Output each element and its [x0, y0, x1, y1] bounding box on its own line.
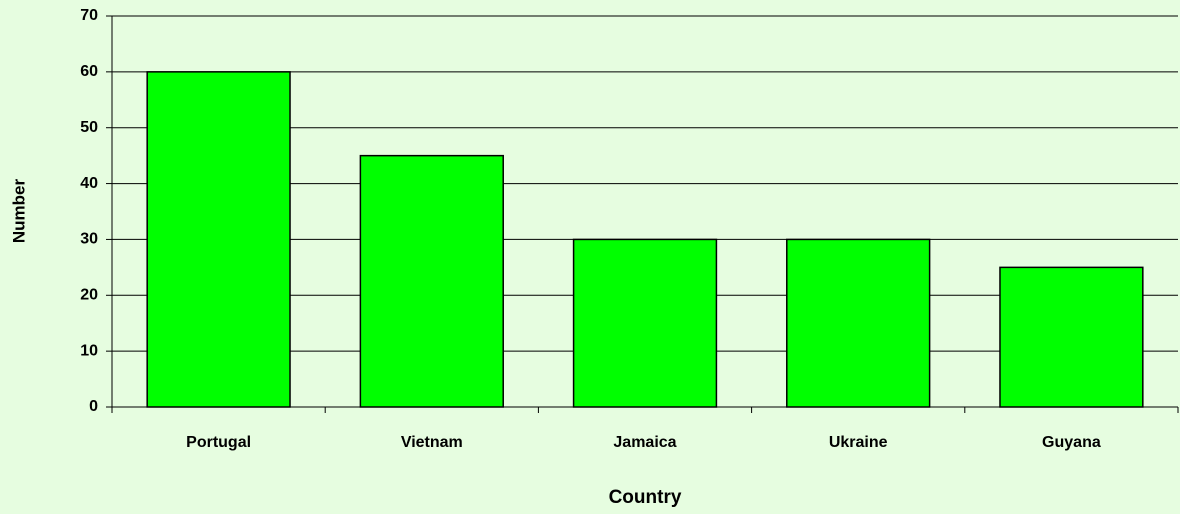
y-tick-label: 70 [80, 7, 98, 24]
bar [359, 154, 504, 408]
y-tick-label: 20 [80, 287, 98, 304]
bar [572, 238, 718, 408]
y-tick-label: 10 [80, 342, 98, 359]
y-tick-label: 50 [80, 119, 98, 136]
y-tick-label: 30 [80, 231, 98, 248]
y-tick-label: 60 [80, 63, 98, 80]
bar [786, 238, 931, 408]
x-axis-label: Country [609, 487, 682, 508]
x-tick-label: Guyana [1042, 434, 1101, 451]
bar [999, 266, 1144, 408]
bar [146, 71, 291, 408]
x-tick-label: Portugal [186, 434, 251, 451]
x-tick-label: Ukraine [829, 434, 888, 451]
y-axis-label: Number [9, 179, 28, 244]
y-tick-label: 0 [89, 398, 98, 415]
y-tick-label: 40 [80, 175, 98, 192]
x-tick-label: Jamaica [613, 434, 676, 451]
x-tick-label: Vietnam [401, 434, 463, 451]
